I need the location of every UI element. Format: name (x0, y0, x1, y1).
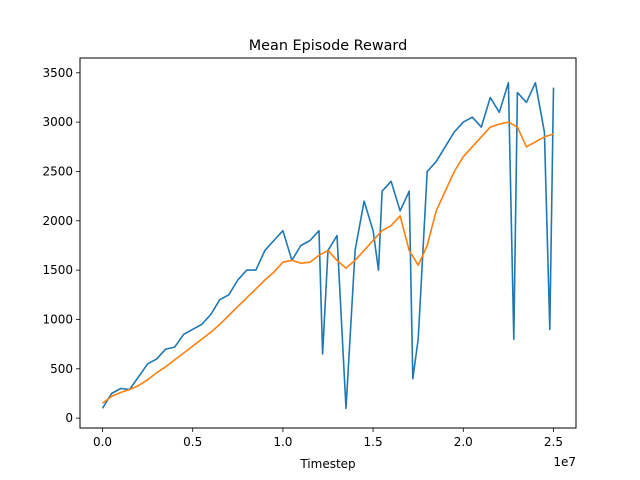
y-tick-label: 500 (50, 362, 73, 376)
plot-frame (79, 57, 577, 429)
chart-title: Mean Episode Reward (249, 38, 407, 54)
x-tick-label: 1.0 (273, 435, 292, 449)
y-tick-label: 2500 (42, 164, 73, 178)
plot-area (101, 81, 555, 410)
y-tick-label: 3000 (42, 115, 73, 129)
x-axis: 0.0 0.5 1.0 1.5 2.0 2.5 (93, 428, 563, 449)
series-line-raw (101, 81, 555, 410)
x-axis-offset-label: 1e7 (553, 455, 576, 469)
x-tick-label: 0.5 (183, 435, 202, 449)
x-tick-label: 2.5 (544, 435, 563, 449)
y-tick-label: 2000 (42, 214, 73, 228)
y-tick-label: 0 (65, 411, 73, 425)
x-axis-label: Timestep (299, 457, 355, 471)
y-tick-label: 1500 (42, 263, 73, 277)
y-tick-label: 3500 (42, 66, 73, 80)
y-tick-label: 1000 (42, 312, 73, 326)
series-line-smoothed (102, 121, 554, 404)
x-tick-label: 0.0 (93, 435, 112, 449)
x-tick-label: 2.0 (454, 435, 473, 449)
x-tick-label: 1.5 (364, 435, 383, 449)
y-axis: 0 500 1000 1500 2000 2500 3000 3500 (42, 66, 80, 425)
